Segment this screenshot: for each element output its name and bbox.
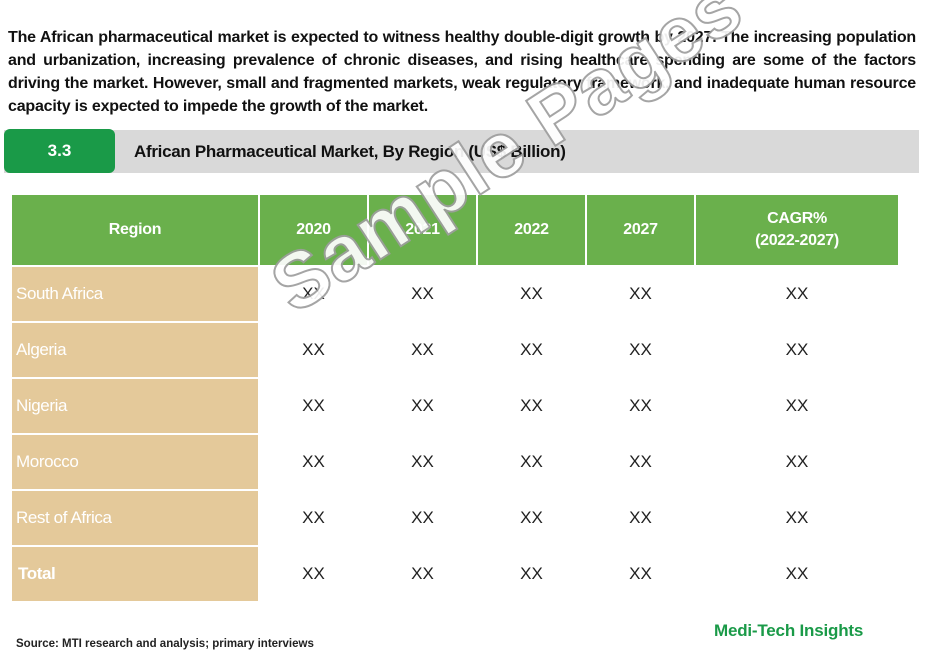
row-region-total: Total: [12, 547, 258, 601]
cell-cagr: XX: [696, 267, 898, 321]
cell-2020: XX: [260, 323, 367, 377]
cell-2020: XX: [260, 267, 367, 321]
cell-2027: XX: [587, 491, 694, 545]
cell-2022: XX: [478, 267, 585, 321]
cell-2020: XX: [260, 435, 367, 489]
header-cagr: CAGR% (2022-2027): [696, 195, 898, 265]
brand-logo-text: Medi-Tech Insights: [714, 621, 864, 640]
table-row: Morocco XX XX XX XX XX: [12, 435, 898, 489]
table-row: South Africa XX XX XX XX XX: [12, 267, 898, 321]
header-region: Region: [12, 195, 258, 265]
row-region: Morocco: [12, 435, 258, 489]
table-header-row: Region 2020 2021 2022 2027 CAGR% (2022-2…: [12, 195, 898, 265]
row-region: Nigeria: [12, 379, 258, 433]
row-region: Rest of Africa: [12, 491, 258, 545]
source-note: Source: MTI research and analysis; prima…: [16, 638, 314, 650]
header-2027: 2027: [587, 195, 694, 265]
header-2020: 2020: [260, 195, 367, 265]
cell-cagr: XX: [696, 491, 898, 545]
table-row-total: Total XX XX XX XX XX: [12, 547, 898, 601]
section-title-bar: [4, 130, 919, 173]
cell-2027: XX: [587, 267, 694, 321]
table-row: Algeria XX XX XX XX XX: [12, 323, 898, 377]
cell-2020: XX: [260, 379, 367, 433]
table-row: Rest of Africa XX XX XX XX XX: [12, 491, 898, 545]
cell-2022: XX: [478, 379, 585, 433]
cell-2027: XX: [587, 379, 694, 433]
header-cagr-label: CAGR%: [767, 210, 827, 227]
header-2022: 2022: [478, 195, 585, 265]
cell-2022: XX: [478, 435, 585, 489]
cell-2020: XX: [260, 491, 367, 545]
header-cagr-period: (2022-2027): [755, 232, 839, 249]
cell-2021: XX: [369, 379, 476, 433]
cell-2027: XX: [587, 435, 694, 489]
cell-2027: XX: [587, 323, 694, 377]
cell-2022: XX: [478, 547, 585, 601]
region-market-table: Region 2020 2021 2022 2027 CAGR% (2022-2…: [10, 193, 900, 603]
cell-2020: XX: [260, 547, 367, 601]
cell-cagr: XX: [696, 547, 898, 601]
cell-cagr: XX: [696, 379, 898, 433]
cell-cagr: XX: [696, 435, 898, 489]
cell-2021: XX: [369, 547, 476, 601]
row-region: South Africa: [12, 267, 258, 321]
cell-2021: XX: [369, 323, 476, 377]
cell-2021: XX: [369, 491, 476, 545]
cell-cagr: XX: [696, 323, 898, 377]
cell-2027: XX: [587, 547, 694, 601]
cell-2021: XX: [369, 435, 476, 489]
section-number-badge: 3.3: [4, 129, 115, 173]
intro-paragraph: The African pharmaceutical market is exp…: [8, 29, 916, 115]
header-2021: 2021: [369, 195, 476, 265]
section-title: African Pharmaceutical Market, By Region…: [134, 141, 566, 161]
cell-2022: XX: [478, 323, 585, 377]
row-region: Algeria: [12, 323, 258, 377]
cell-2021: XX: [369, 267, 476, 321]
cell-2022: XX: [478, 491, 585, 545]
table-row: Nigeria XX XX XX XX XX: [12, 379, 898, 433]
